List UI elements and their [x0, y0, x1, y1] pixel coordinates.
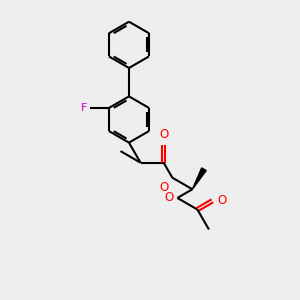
Text: O: O — [218, 194, 227, 207]
Text: O: O — [159, 181, 168, 194]
Text: F: F — [80, 103, 87, 113]
Polygon shape — [192, 168, 206, 189]
Text: O: O — [164, 191, 173, 204]
Text: O: O — [159, 128, 168, 141]
